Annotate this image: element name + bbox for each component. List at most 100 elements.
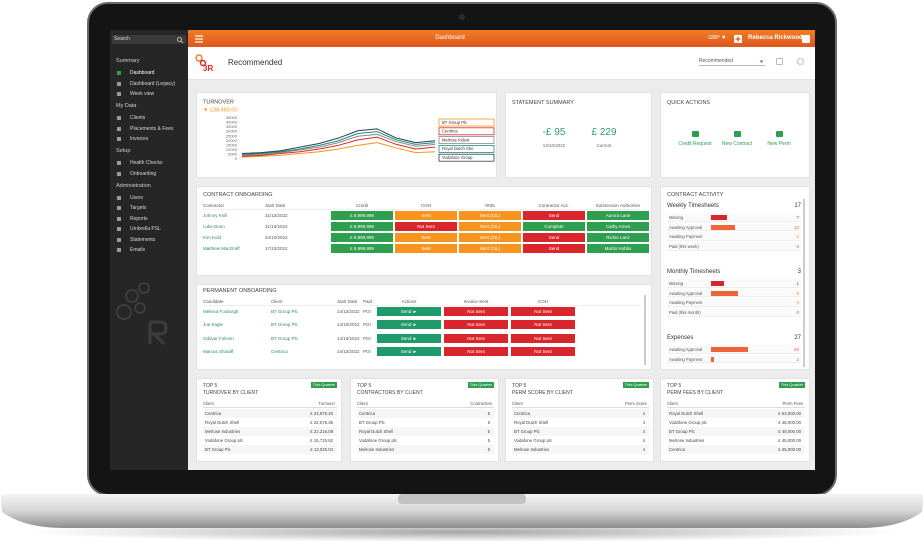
link-cell[interactable]: Melissa Foxburgh (203, 309, 239, 314)
period-badge[interactable]: This Quarter (467, 382, 494, 388)
caret (759, 60, 764, 63)
column-header: Actions (401, 299, 417, 304)
row-bg (203, 445, 337, 454)
sidebar-item[interactable]: Health Checks (130, 160, 163, 166)
legend-label: Melrose Indust (442, 137, 470, 142)
statement-value: £ 229 (591, 127, 617, 138)
link-cell[interactable]: Centrica (271, 348, 288, 354)
link-cell[interactable]: BT Group Plc (271, 322, 298, 328)
column-header: COH (538, 299, 548, 304)
link-cell[interactable]: Johnny Knill (203, 213, 228, 218)
header: 3R Recommended Recommended (188, 47, 815, 80)
link-cell[interactable]: BT Group Plc (271, 309, 298, 314)
laptop-base (1, 494, 923, 528)
legend-box (438, 127, 495, 136)
sidebar-item[interactable]: Targets (130, 205, 147, 211)
graphic (177, 36, 184, 43)
status-cell[interactable]: Send ► (377, 346, 441, 356)
sidebar-item[interactable]: Umbrella PSL (130, 226, 161, 232)
sidebar-item[interactable]: Dashboard (Legacy) (130, 80, 176, 87)
activity-label: Awaiting Payment (669, 234, 703, 240)
panel-title: TURNOVER BY CLIENT (203, 390, 259, 396)
activity-value: 0 (796, 310, 799, 316)
status-cell[interactable]: Send ► (377, 320, 441, 330)
y-tick-label: 35000 (226, 124, 238, 129)
watermark (116, 304, 132, 320)
group-name: Expenses (667, 335, 694, 341)
sidebar-item[interactable]: Emails (130, 247, 146, 253)
sidebar-icon (117, 248, 121, 252)
action-icon[interactable] (733, 131, 741, 137)
save-icon[interactable] (776, 58, 783, 65)
action-label[interactable]: New Perm (767, 141, 791, 147)
user-icon[interactable] (802, 34, 810, 43)
text-cell: 17/10/2022 (265, 246, 288, 251)
status-cell[interactable]: Send ► (377, 333, 441, 343)
link-cell[interactable]: Marcus Sharaff (203, 348, 234, 354)
activity-label: Awaiting Approval (669, 224, 703, 230)
text-cell: 24/10/2022 (265, 235, 288, 240)
plus-icon[interactable] (735, 36, 741, 41)
turnover-panel: TURNOVER ▼ £38,460.00 0 5000 10000 15000 20000… (196, 92, 497, 178)
column-header: Client (271, 299, 283, 304)
text-cell: 14/10/2022 (337, 322, 360, 328)
sidebar-item[interactable]: Placements & Fees (130, 125, 174, 132)
status-cell: Aurora Lane (587, 211, 649, 220)
camera (459, 14, 465, 20)
settings-icon[interactable] (796, 57, 805, 66)
header-rule (203, 407, 337, 408)
sidebar-item[interactable]: Users (130, 194, 144, 201)
status-cell: £ 9,999,999 (331, 211, 393, 220)
logo-mark (199, 59, 207, 67)
row-bg (667, 354, 801, 364)
action-label[interactable]: Credit Request (678, 141, 712, 147)
column-header: Contractors (470, 401, 492, 406)
watermark (148, 320, 168, 346)
graphic (759, 60, 764, 63)
status-cell: Send (523, 211, 585, 220)
y-tick-label: 40000 (226, 120, 238, 125)
group-total: 17 (794, 203, 801, 209)
sidebar-item[interactable]: Dashboard (130, 70, 155, 76)
period-badge[interactable]: This Quarter (778, 382, 805, 388)
link-cell[interactable]: Joe Eagle (203, 322, 224, 328)
action-icon[interactable] (691, 131, 699, 137)
period-badge[interactable]: This Quarter (310, 382, 337, 388)
view-select[interactable]: Recommended (699, 57, 765, 66)
status-cell: Sent (395, 244, 457, 253)
client-cell: Melrose Industries (514, 447, 550, 452)
legend-label: Royal Dutch She (442, 146, 474, 151)
link-cell[interactable]: Matthew MacGraff (203, 246, 240, 251)
link-cell[interactable]: Luke Dunn (203, 224, 225, 229)
sidebar-item[interactable]: Clients (130, 115, 146, 121)
sidebar-section: Summary (116, 58, 140, 64)
action-label[interactable]: New Contract (721, 141, 753, 147)
sidebar-icon (117, 137, 121, 141)
activity-value: 0 (796, 234, 799, 240)
graphic: 3R (195, 54, 213, 73)
sidebar-section: My Data (116, 103, 137, 109)
column-header: Perm Score (624, 401, 647, 406)
sidebar-item[interactable]: Invoices (130, 136, 149, 142)
action-icon[interactable] (775, 131, 783, 137)
link-cell[interactable]: Oddvar Folsom (203, 335, 234, 341)
search-box[interactable]: Search (112, 35, 186, 44)
user-name[interactable]: Rebecca Rickwood (748, 35, 803, 41)
text-cell: POI (363, 348, 371, 354)
header-rule (512, 407, 649, 408)
activity-label: Awaiting Approval (669, 290, 703, 296)
sidebar-item[interactable]: Week view (130, 91, 155, 97)
value-cell: 4 (642, 438, 645, 443)
sidebar-item[interactable]: Statements (130, 236, 156, 243)
link-cell[interactable]: BT Group Plc (271, 335, 298, 341)
link-cell[interactable]: Kim Kold (203, 235, 222, 240)
currency-select[interactable]: GBP ▼ (708, 35, 727, 41)
sidebar-item[interactable]: Reports (130, 215, 148, 222)
sidebar-item[interactable]: Onboarding (130, 170, 157, 177)
panel-title: QUICK ACTIONS (667, 100, 711, 106)
period-badge[interactable]: This Quarter (622, 382, 649, 388)
status-cell[interactable]: Send ► (377, 307, 441, 316)
client-cell: Royal Dutch Shell (205, 420, 240, 425)
client-cell: Melrose Industries (669, 438, 705, 443)
activity-value: 0 (796, 244, 799, 250)
